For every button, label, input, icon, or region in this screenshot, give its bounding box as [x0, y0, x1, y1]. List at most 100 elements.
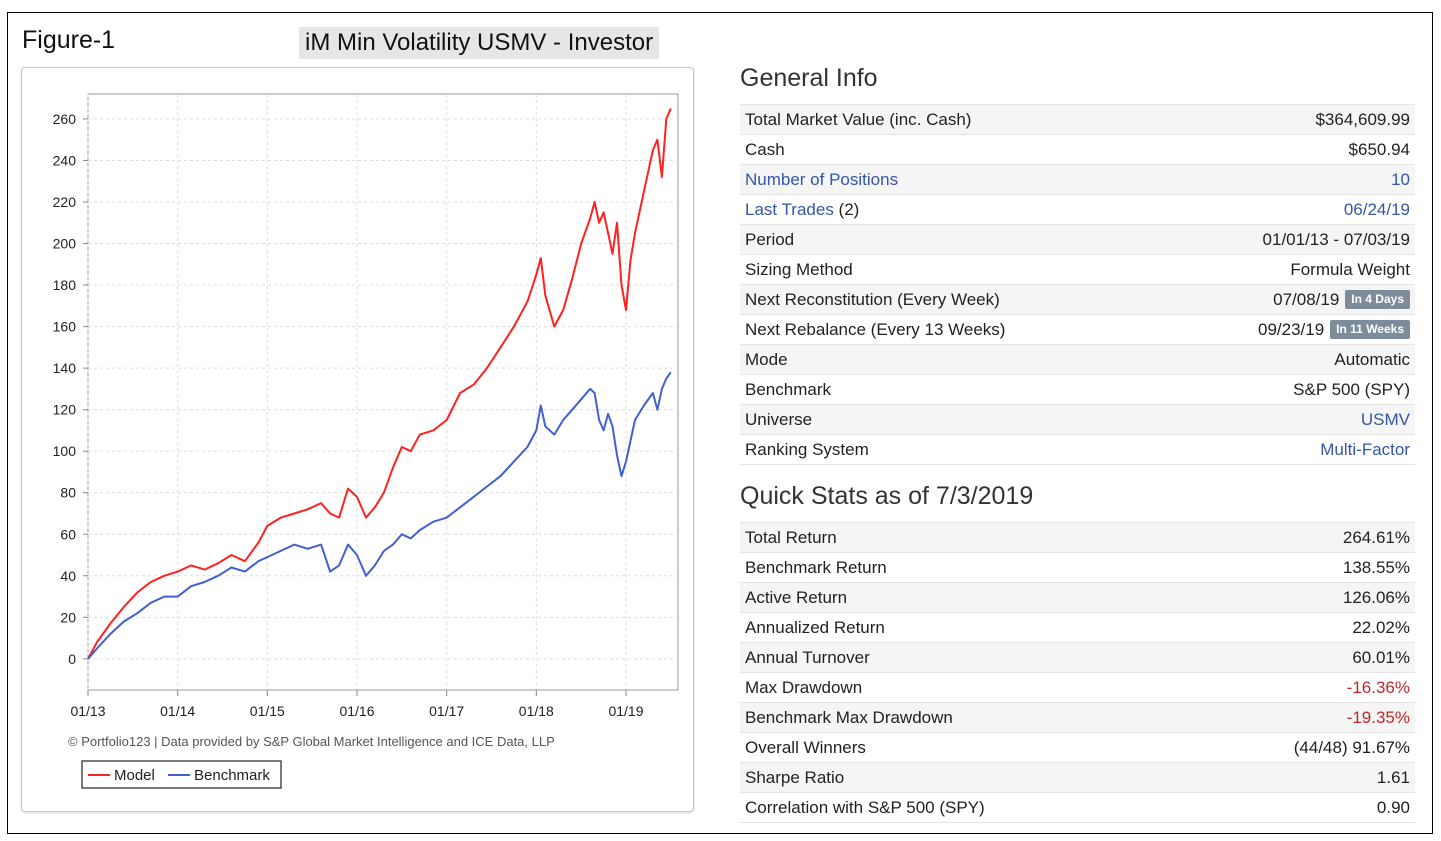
y-tick-label: 160	[53, 319, 77, 335]
figure-label: Figure-1	[22, 26, 116, 54]
quick_stats-row-annual-turnover: Annual Turnover 60.01%	[740, 642, 1415, 673]
universe-value[interactable]: USMV	[1360, 409, 1410, 429]
benchmark-label: Benchmark	[745, 379, 831, 399]
general_info-value-cell: 09/23/19 In 11 Weeks	[1162, 314, 1415, 345]
series-line-model	[87, 108, 672, 660]
number-of-positions-value[interactable]: 10	[1391, 169, 1410, 189]
chart-footer: © Portfolio123 | Data provided by S&P Gl…	[68, 734, 555, 749]
series-line-benchmark	[87, 371, 672, 660]
quick_stats-value-cell: 60.01%	[1188, 642, 1415, 673]
quick_stats-row-overall-winners: Overall Winners (44/48) 91.67%	[740, 732, 1415, 763]
total-return-value: 264.61%	[1342, 527, 1410, 547]
general_info-row-number-of-positions: Number of Positions 10	[740, 164, 1415, 195]
quick_stats-row-active-return: Active Return 126.06%	[740, 582, 1415, 613]
max-drawdown-label: Max Drawdown	[745, 677, 863, 697]
quick_stats-label-cell: Annualized Return	[740, 612, 1189, 643]
quick_stats-value-cell: 138.55%	[1188, 552, 1415, 583]
next-reconstitution-every-week-value: 07/08/19	[1273, 289, 1340, 309]
general_info-label-cell: Mode	[740, 344, 1163, 375]
general_info-row-universe: Universe USMV	[740, 404, 1415, 435]
general-info-table: Total Market Value (inc. Cash) $364,609.9…	[740, 104, 1415, 465]
y-tick-label: 80	[60, 485, 76, 501]
last-trades-value[interactable]: 06/24/19	[1343, 199, 1410, 219]
quick_stats-label-cell: Benchmark Max Drawdown	[740, 702, 1189, 733]
quick_stats-value-cell: -16.36%	[1188, 672, 1415, 703]
general_info-row-benchmark: Benchmark S&P 500 (SPY)	[740, 374, 1415, 405]
y-tick-label: 20	[60, 609, 76, 625]
y-tick-label: 100	[53, 443, 77, 459]
quick_stats-row-max-drawdown: Max Drawdown -16.36%	[740, 672, 1415, 703]
quick_stats-label-cell: Sharpe Ratio	[740, 762, 1189, 793]
annualized-return-label: Annualized Return	[745, 617, 885, 637]
general_info-value-cell: Formula Weight	[1162, 254, 1415, 285]
general_info-label-cell: Number of Positions	[740, 164, 1163, 195]
x-tick-label: 01/16	[339, 703, 374, 719]
quick-stats-table: Total Return 264.61% Benchmark Return 138.5…	[740, 522, 1415, 823]
quick_stats-row-correlation-with-s-p-500-spy: Correlation with S&P 500 (SPY) 0.90	[740, 792, 1415, 823]
ranking-system-value[interactable]: Multi-Factor	[1320, 439, 1410, 459]
general_info-row-last-trades: Last Trades (2) 06/24/19	[740, 194, 1415, 225]
general_info-row-period: Period 01/01/13 - 07/03/19	[740, 224, 1415, 255]
quick_stats-value-cell: 22.02%	[1188, 612, 1415, 643]
quick_stats-label-cell: Active Return	[740, 582, 1189, 613]
total-market-value-inc-cash-value: $364,609.99	[1315, 109, 1410, 129]
general_info-row-sizing-method: Sizing Method Formula Weight	[740, 254, 1415, 285]
quick-stats-section: Quick Stats as of 7/3/2019 Total Return 2…	[740, 480, 1415, 823]
ranking-system-label: Ranking System	[745, 439, 869, 459]
max-drawdown-value: -16.36%	[1346, 677, 1410, 697]
general_info-row-cash: Cash $650.94	[740, 134, 1415, 165]
general_info-value-cell: $364,609.99	[1162, 104, 1415, 135]
y-tick-label: 140	[53, 360, 77, 376]
quick_stats-row-benchmark-return: Benchmark Return 138.55%	[740, 552, 1415, 583]
general_info-value-cell: 06/24/19	[1162, 194, 1415, 225]
y-tick-label: 60	[60, 526, 76, 542]
general_info-value-cell: 01/01/13 - 07/03/19	[1162, 224, 1415, 255]
chart-panel: 0 20 40 60 80 100 120 140 160 180 200 220 240 260 01/…	[21, 67, 694, 812]
benchmark-return-value: 138.55%	[1342, 557, 1410, 577]
general_info-value-cell: S&P 500 (SPY)	[1162, 374, 1415, 405]
x-tick-label: 01/15	[250, 703, 285, 719]
legend-model-label: Model	[114, 767, 155, 784]
universe-label: Universe	[745, 409, 813, 429]
correlation-with-s-p-500-spy-label: Correlation with S&P 500 (SPY)	[745, 797, 985, 817]
last-trades-link[interactable]: Last Trades	[745, 199, 834, 219]
quick_stats-value-cell: -19.35%	[1188, 702, 1415, 733]
quick_stats-row-annualized-return: Annualized Return 22.02%	[740, 612, 1415, 643]
x-tick-label: 01/14	[160, 703, 195, 719]
active-return-label: Active Return	[745, 587, 848, 607]
sharpe-ratio-value: 1.61	[1376, 767, 1410, 787]
y-tick-label: 40	[60, 568, 76, 584]
general-info-title: General Info	[740, 64, 878, 92]
y-tick-label: 0	[68, 651, 76, 667]
general_info-value-cell: 07/08/19 In 4 Days	[1162, 284, 1415, 315]
general_info-value-cell: 10	[1162, 164, 1415, 195]
annual-turnover-label: Annual Turnover	[745, 647, 870, 667]
x-tick-label: 01/18	[519, 703, 554, 719]
x-tick-label: 01/19	[608, 703, 643, 719]
next-reconstitution-every-week-label: Next Reconstitution (Every Week)	[745, 289, 1000, 309]
general_info-label-cell: Ranking System	[740, 434, 1163, 465]
x-axis: 01/13 01/14 01/15 01/16 01/17 01/18 01/19	[70, 690, 644, 719]
benchmark-max-drawdown-label: Benchmark Max Drawdown	[745, 707, 953, 727]
general_info-label-cell: Period	[740, 224, 1163, 255]
quick_stats-row-sharpe-ratio: Sharpe Ratio 1.61	[740, 762, 1415, 793]
general_info-row-mode: Mode Automatic	[740, 344, 1415, 375]
period-value: 01/01/13 - 07/03/19	[1262, 229, 1410, 249]
general_info-value-cell: $650.94	[1162, 134, 1415, 165]
period-label: Period	[745, 229, 795, 249]
quick_stats-value-cell: 0.90	[1188, 792, 1415, 823]
benchmark-return-label: Benchmark Return	[745, 557, 887, 577]
y-tick-label: 220	[53, 194, 77, 210]
correlation-with-s-p-500-spy-value: 0.90	[1376, 797, 1410, 817]
general_info-row-next-reconstitution-every-week: Next Reconstitution (Every Week) 07/08/19…	[740, 284, 1415, 315]
general_info-label-cell: Total Market Value (inc. Cash)	[740, 104, 1163, 135]
quick_stats-label-cell: Max Drawdown	[740, 672, 1189, 703]
general_info-value-cell: Automatic	[1162, 344, 1415, 375]
y-tick-label: 200	[53, 236, 77, 252]
sizing-method-label: Sizing Method	[745, 259, 853, 279]
general_info-label-cell: Next Rebalance (Every 13 Weeks)	[740, 314, 1163, 345]
legend-benchmark-label: Benchmark	[194, 767, 270, 784]
quick_stats-row-benchmark-max-drawdown: Benchmark Max Drawdown -19.35%	[740, 702, 1415, 733]
quick_stats-label-cell: Annual Turnover	[740, 642, 1189, 673]
number-of-positions-link[interactable]: Number of Positions	[745, 169, 899, 189]
